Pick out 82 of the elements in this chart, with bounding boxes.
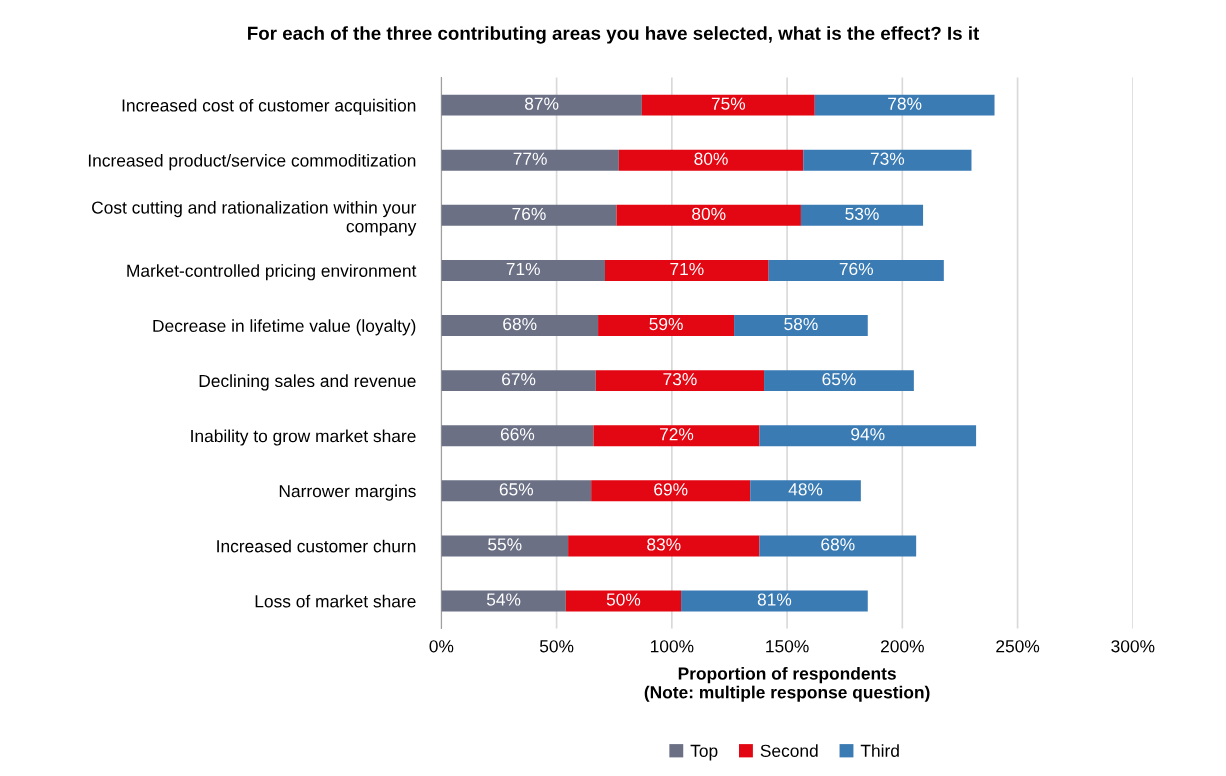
bar	[568, 535, 760, 557]
data-label: 68%	[503, 317, 537, 331]
data-label: 55%	[488, 538, 522, 551]
data-label: 78%	[888, 97, 922, 110]
bar	[803, 149, 972, 171]
data-label: 68%	[821, 538, 855, 551]
bar	[750, 480, 861, 502]
bar	[441, 425, 594, 447]
bar	[565, 590, 682, 612]
legend-label: Third	[860, 744, 899, 757]
x-tick-label: 200%	[881, 640, 924, 653]
y-tick-label: Increased cost of customer acquisition	[122, 98, 416, 116]
bar	[759, 535, 917, 557]
data-label: 71%	[670, 262, 704, 276]
x-tick-label: 50%	[539, 640, 574, 653]
legend-label: Top	[690, 744, 718, 761]
data-label: 67%	[502, 372, 536, 386]
bar	[734, 315, 868, 336]
data-label: 75%	[711, 97, 746, 110]
data-label: 58%	[784, 317, 818, 331]
y-tick-label: Declining sales and revenue	[199, 374, 416, 391]
bar	[598, 315, 735, 336]
y-tick-label: Cost cutting and rationalization within your company	[92, 200, 417, 236]
data-label: 53%	[845, 207, 879, 220]
data-label: 48%	[788, 483, 823, 496]
data-label: 50%	[606, 593, 641, 606]
bar	[441, 535, 569, 557]
bar	[768, 259, 944, 281]
data-label: 76%	[512, 207, 546, 220]
data-label: 87%	[525, 97, 559, 110]
bar	[441, 204, 617, 226]
data-label: 83%	[647, 538, 681, 551]
bar	[441, 259, 606, 281]
data-label: 76%	[839, 262, 873, 276]
bar	[593, 425, 760, 447]
bar	[800, 204, 924, 226]
bar	[616, 204, 801, 226]
bar	[441, 94, 642, 116]
data-label: 73%	[870, 152, 905, 165]
data-label: 80%	[692, 207, 726, 220]
bar	[641, 94, 815, 116]
data-label: 69%	[654, 483, 688, 496]
x-tick-label: 100%	[650, 640, 694, 653]
legend-label: Second	[760, 744, 818, 757]
data-label: 94%	[851, 428, 885, 441]
y-tick-label: Decrease in lifetime value (loyalty)	[153, 319, 416, 336]
x-tick-label: 250%	[996, 640, 1040, 653]
x-tick-label: 300%	[1111, 640, 1155, 653]
y-tick-label: Narrower margins	[279, 484, 416, 501]
bar	[441, 480, 592, 502]
bar	[618, 149, 804, 171]
bar	[814, 94, 995, 116]
x-tick-label: 0%	[429, 640, 454, 653]
data-label: 71%	[506, 262, 540, 276]
data-label: 81%	[757, 593, 792, 606]
bar	[441, 149, 619, 171]
data-label: 54%	[486, 593, 521, 606]
bar	[681, 590, 868, 612]
data-label: 77%	[513, 152, 547, 165]
bar	[441, 370, 596, 392]
x-tick-label: 150%	[766, 640, 809, 653]
data-label: 73%	[663, 372, 697, 386]
data-label: 65%	[822, 372, 856, 386]
chart-title: For each of the three contributing areas you have selected, what is the effect? Is it	[248, 26, 980, 44]
y-tick-label: Increased customer churn	[217, 539, 416, 553]
bar	[441, 590, 566, 612]
bar	[759, 425, 977, 447]
bar	[595, 370, 765, 392]
y-tick-label: Inability to grow market share	[191, 429, 416, 446]
x-axis-title: Proportion of respondents (Note: multiple response question)	[644, 666, 930, 702]
data-label: 72%	[659, 428, 694, 441]
bar	[605, 259, 769, 281]
bar	[764, 370, 914, 392]
data-label: 66%	[500, 428, 535, 441]
bar	[441, 315, 599, 336]
y-tick-label: Loss of market share	[255, 594, 416, 608]
bar	[591, 480, 751, 502]
data-label: 80%	[694, 152, 728, 165]
y-tick-label: Increased product/service commoditization	[88, 153, 416, 171]
data-label: 65%	[499, 483, 534, 496]
y-tick-label: Market-controlled pricing environment	[127, 264, 417, 281]
data-label: 59%	[649, 317, 683, 331]
